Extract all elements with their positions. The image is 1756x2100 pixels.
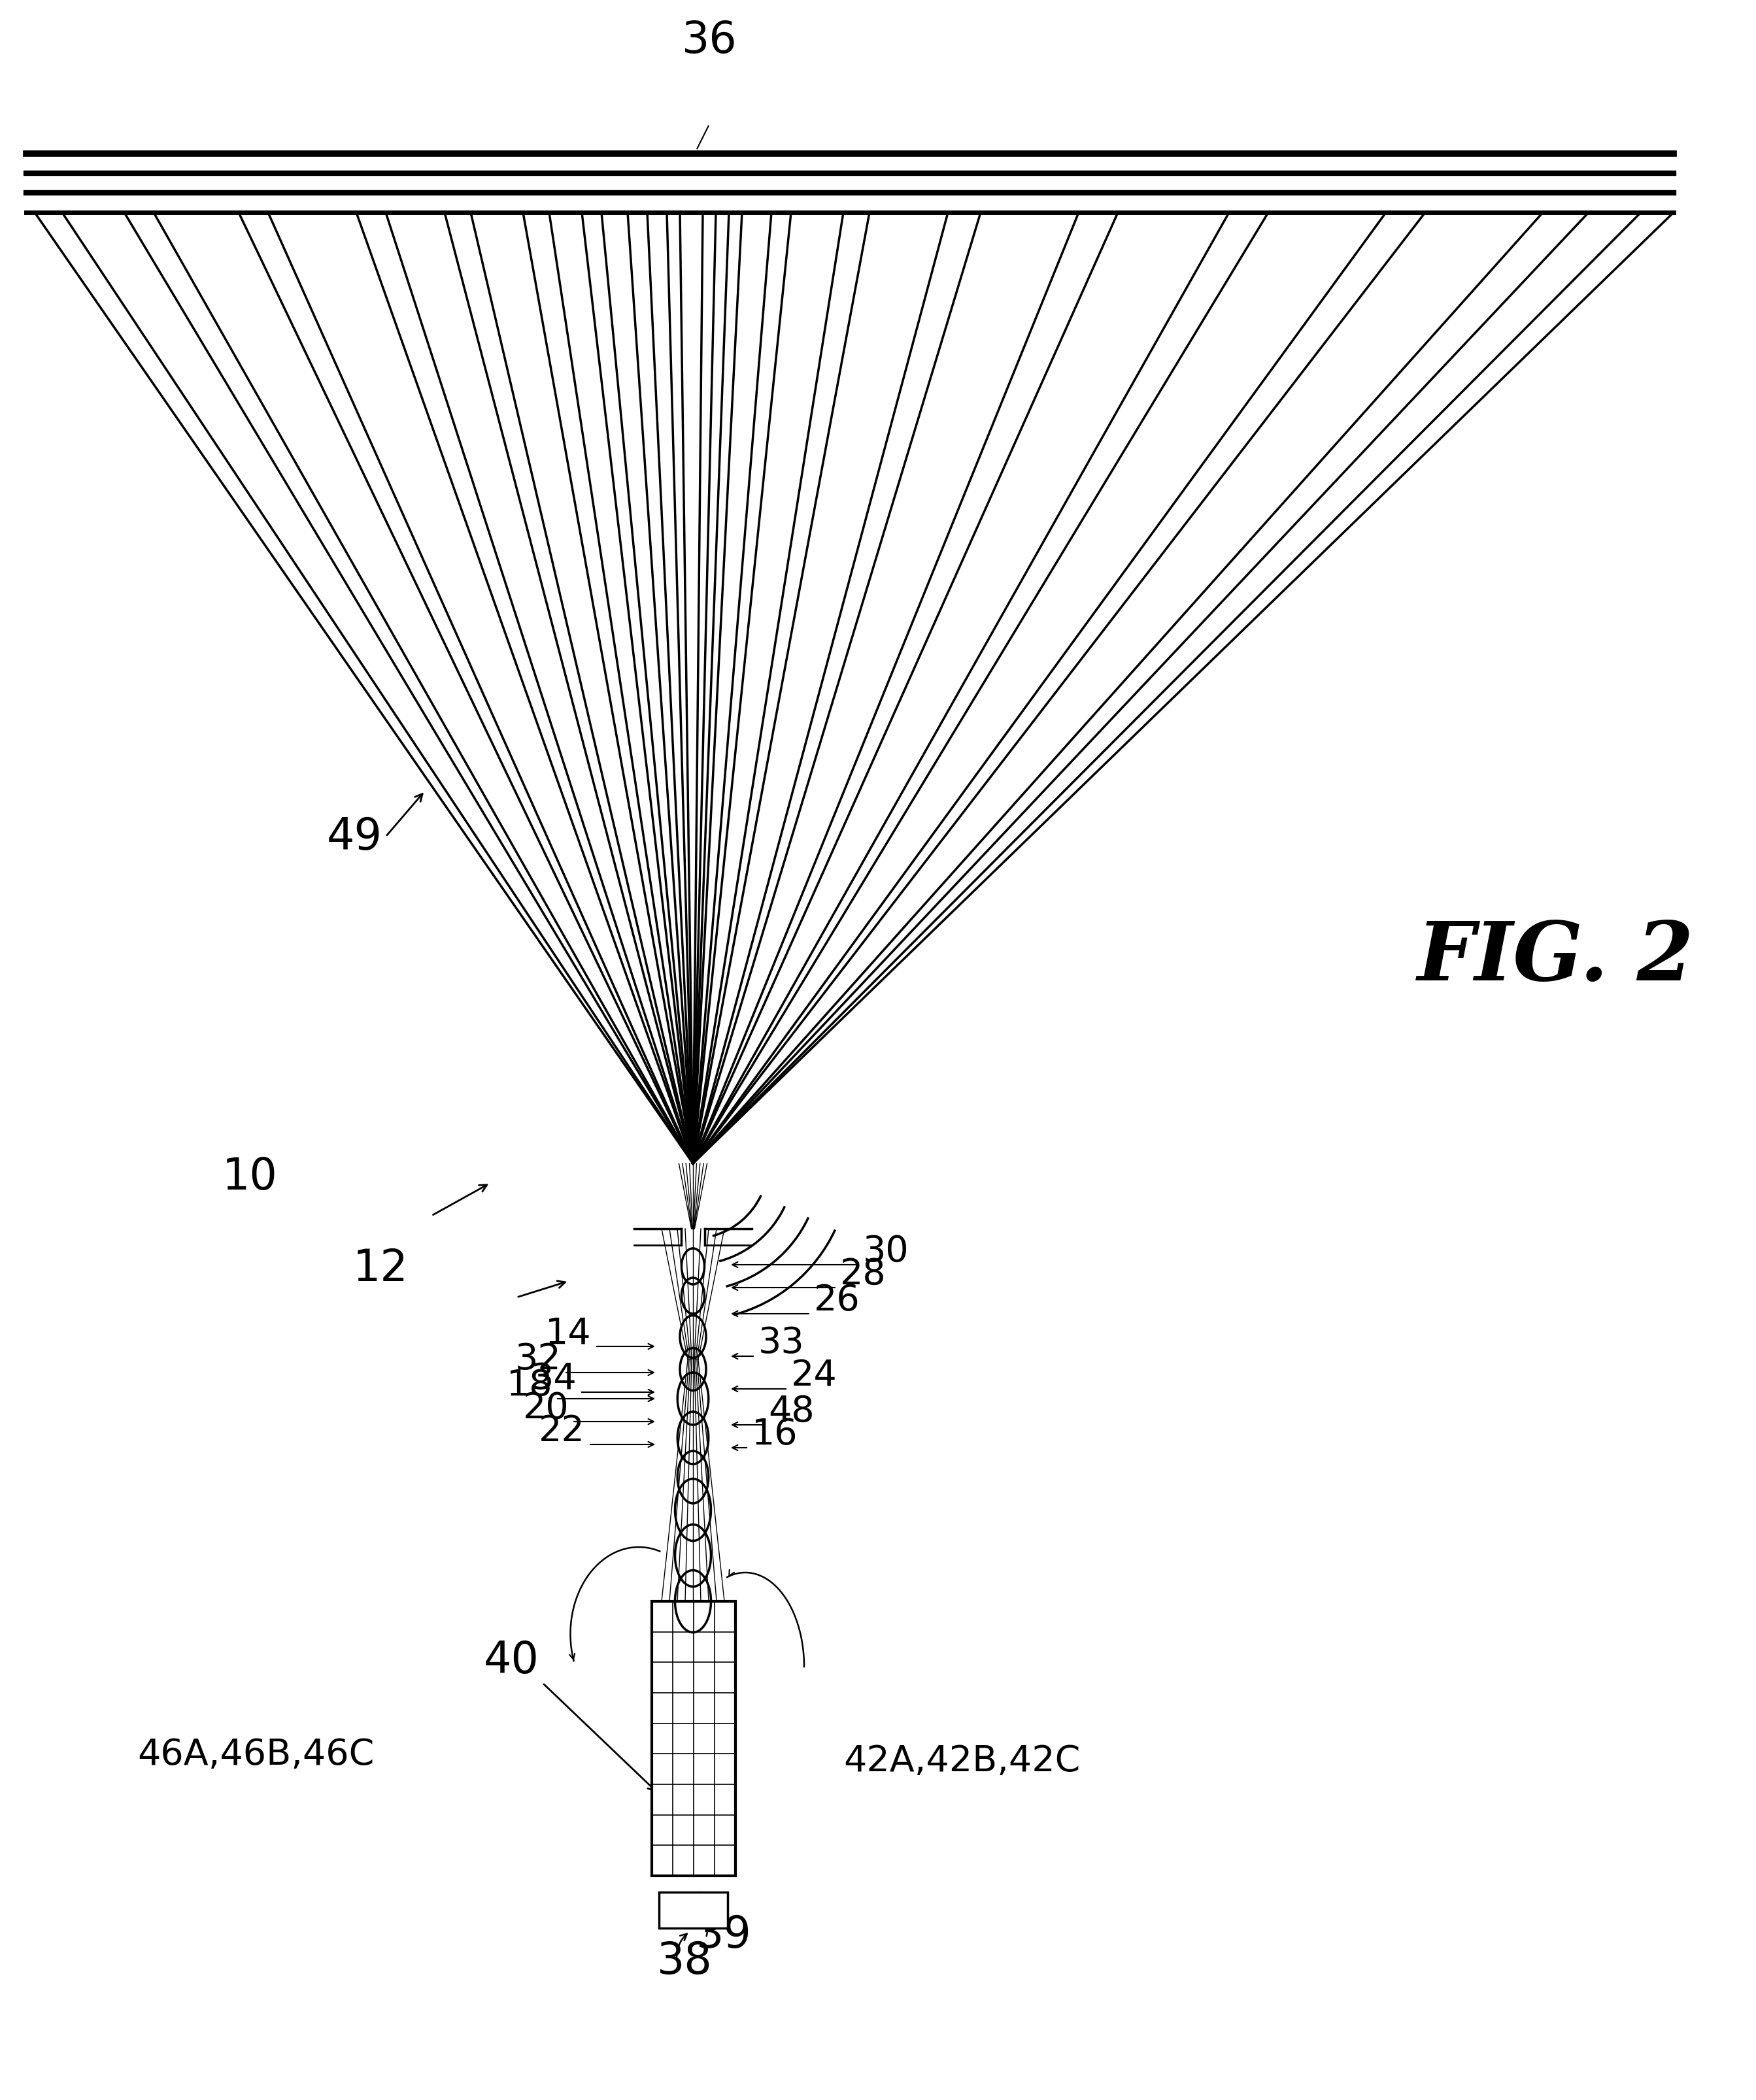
Text: 49: 49: [327, 815, 383, 859]
Text: 48: 48: [767, 1394, 815, 1430]
Text: 26: 26: [815, 1283, 860, 1319]
Text: 30: 30: [862, 1235, 910, 1268]
Text: 22: 22: [539, 1413, 585, 1449]
Text: FIG. 2: FIG. 2: [1417, 918, 1695, 997]
Text: 20: 20: [523, 1390, 569, 1426]
Text: 16: 16: [752, 1418, 797, 1453]
Text: 42A,42B,42C: 42A,42B,42C: [843, 1743, 1080, 1779]
Text: 10: 10: [223, 1155, 277, 1199]
Text: 46A,46B,46C: 46A,46B,46C: [137, 1737, 374, 1772]
Bar: [658, 1892, 727, 1928]
Text: 33: 33: [759, 1325, 804, 1361]
Bar: [651, 1602, 736, 1875]
Text: 39: 39: [697, 1913, 752, 1957]
Text: 12: 12: [353, 1247, 409, 1289]
Text: 40: 40: [485, 1640, 539, 1682]
Text: 14: 14: [546, 1317, 592, 1350]
Text: 24: 24: [790, 1359, 838, 1394]
Text: 34: 34: [530, 1361, 576, 1396]
Text: 38: 38: [657, 1940, 713, 1982]
Text: 28: 28: [839, 1258, 887, 1292]
Text: 18: 18: [506, 1367, 553, 1403]
Text: 36: 36: [681, 19, 738, 63]
Text: 32: 32: [515, 1342, 560, 1378]
